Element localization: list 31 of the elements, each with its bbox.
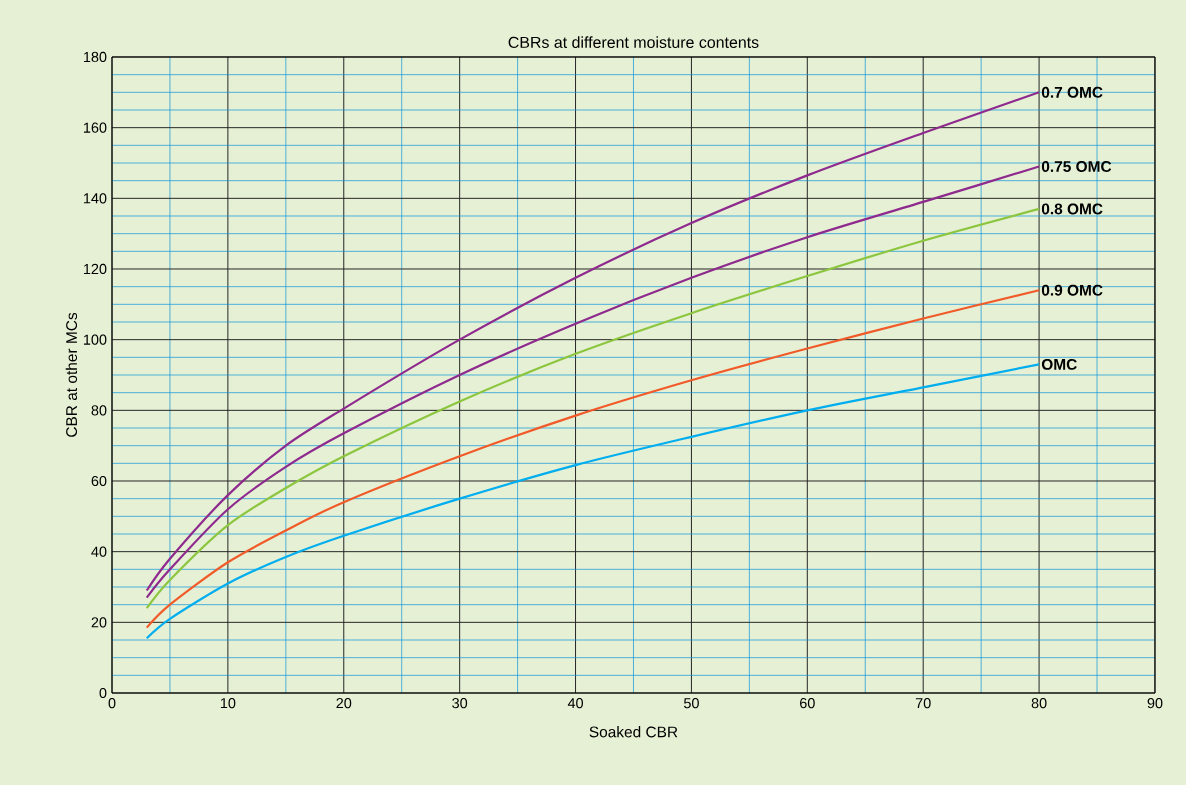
line-series xyxy=(145,289,1041,629)
y-tick-label: 60 xyxy=(91,475,107,487)
series-label: 0.9 OMC xyxy=(1041,284,1103,296)
x-tick-label: 80 xyxy=(1031,698,1047,709)
y-tick-label: 40 xyxy=(91,546,107,557)
series-label: 0.75 OMC xyxy=(1041,161,1112,172)
y-tick-label: 80 xyxy=(91,405,107,416)
x-tick-label: 10 xyxy=(220,698,236,709)
x-tick-label: 90 xyxy=(1147,698,1163,709)
x-tick-label: 70 xyxy=(915,698,931,709)
y-tick-label: 140 xyxy=(83,193,107,204)
y-axis-title: CBR at other MCs xyxy=(65,312,78,437)
x-tick-label: 0 xyxy=(108,698,116,709)
x-tick-label: 30 xyxy=(452,698,468,709)
series-label: 0.7 OMC xyxy=(1041,86,1103,98)
line-series xyxy=(145,91,1041,592)
series-label: 0.8 OMC xyxy=(1041,203,1103,215)
x-tick-label: 40 xyxy=(567,698,584,709)
y-tick-label: 160 xyxy=(83,122,107,133)
x-tick-label: 50 xyxy=(683,698,699,709)
y-tick-label: 120 xyxy=(83,263,107,275)
x-axis-title: Soaked CBR xyxy=(589,726,678,738)
y-tick-label: 100 xyxy=(83,334,107,345)
y-tick-label: 20 xyxy=(91,617,107,628)
x-tick-label: 20 xyxy=(336,698,352,709)
y-tick-label: 0 xyxy=(99,687,107,699)
x-tick-label: 60 xyxy=(800,698,815,709)
y-tick-label: 180 xyxy=(83,51,107,63)
series-label: OMC xyxy=(1041,358,1077,370)
line-series xyxy=(145,363,1041,640)
chart-title: CBRs at different moisture contents xyxy=(508,36,759,48)
